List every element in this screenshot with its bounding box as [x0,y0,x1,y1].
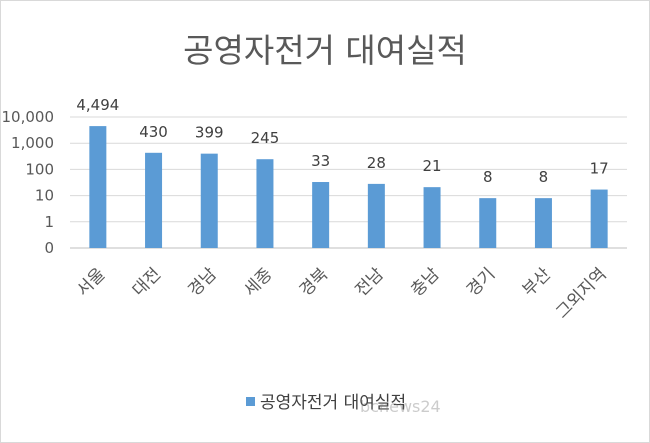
y-tick-label: 10 [35,187,54,205]
gridlines [70,116,627,249]
category-label: 부산 [519,264,556,301]
chart-title: 공영자전거 대여실적 [183,31,467,70]
data-label: 399 [195,124,224,142]
y-tick-label: 1 [44,213,54,231]
legend-swatch [246,397,255,406]
category-label: 경기 [463,264,499,300]
data-label: 33 [311,152,330,170]
bar [312,182,330,248]
category-label: 전남 [352,264,389,301]
data-label: 245 [251,129,280,147]
data-label: 8 [539,168,549,186]
category-label: 서울 [73,264,109,300]
watermark: bcnews24 [360,397,441,416]
data-label: 21 [423,157,442,175]
bar [423,187,441,248]
category-label: 충남 [407,264,444,301]
category-label: 세종 [240,264,276,300]
legend: 공영자전거 대여실적 [246,393,406,413]
data-labels: 4,494 430 399 245 33 28 21 8 8 17 [76,96,608,186]
y-tick-label: 10,000 [2,108,55,126]
bar [590,189,608,248]
bar [145,152,163,248]
y-tick-label: 100 [25,160,54,178]
y-tick-label: 1,000 [11,134,54,152]
bar [534,198,552,248]
data-label: 430 [139,123,168,141]
data-label: 28 [367,154,386,172]
data-label: 8 [483,168,493,186]
data-label: 17 [590,160,609,178]
bar [89,126,107,248]
category-label: 그외지역 [552,264,610,322]
category-label: 경북 [296,264,332,300]
legend-label: 공영자전거 대여실적 [260,393,406,413]
category-label: 대전 [129,264,165,300]
bar [367,183,385,248]
bars [89,126,608,248]
bar [479,198,497,248]
bar [256,159,274,248]
category-label: 경남 [185,264,222,301]
bar [200,153,218,248]
y-tick-label: 0 [44,239,54,257]
data-label: 4,494 [76,96,119,114]
